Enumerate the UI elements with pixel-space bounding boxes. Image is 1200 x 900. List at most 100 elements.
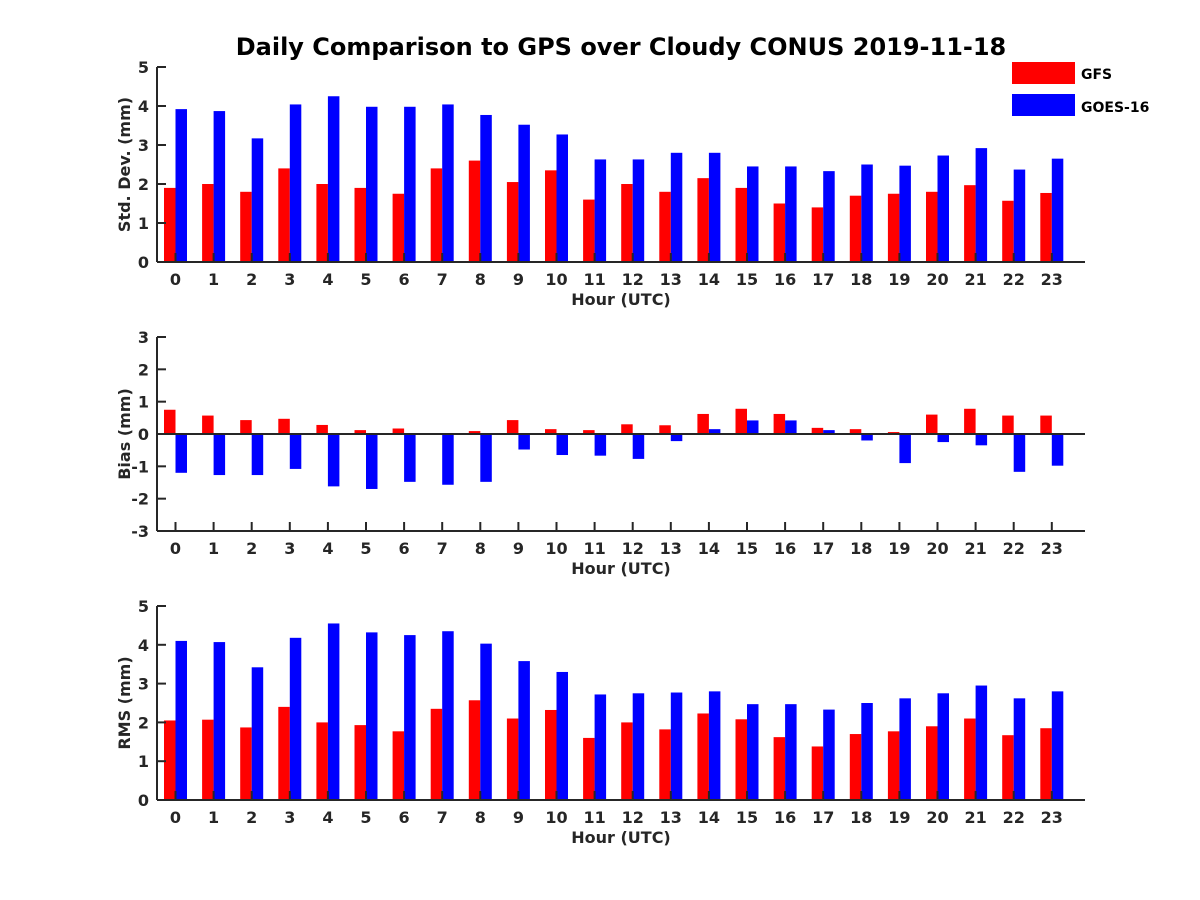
x-tick-label: 1	[208, 539, 219, 558]
bar-gfs-hour-22	[1002, 200, 1014, 262]
x-tick-label: 7	[437, 270, 448, 289]
bar-gfs-hour-1	[202, 415, 214, 434]
x-tick-label: 6	[399, 539, 410, 558]
x-tick-label: 1	[208, 808, 219, 827]
y-tick-label: 4	[138, 636, 149, 655]
bar-gfs-hour-13	[659, 191, 671, 262]
bar-goes16-hour-21	[975, 434, 988, 446]
bar-goes16-hour-5	[366, 632, 378, 800]
bar-goes16-hour-4	[327, 434, 340, 487]
bar-gfs-hour-7	[430, 168, 443, 262]
y-tick-label: -2	[131, 490, 149, 509]
bar-gfs-hour-5	[354, 430, 366, 434]
bar-gfs-hour-23	[1040, 728, 1052, 800]
x-tick-label: 1	[208, 270, 219, 289]
bar-goes16-hour-2	[251, 434, 264, 476]
bar-gfs-hour-1	[202, 184, 214, 262]
x-tick-label: 0	[170, 539, 181, 558]
x-tick-label: 14	[698, 270, 720, 289]
bar-gfs-hour-6	[392, 731, 405, 800]
x-tick-label: 15	[736, 539, 758, 558]
bar-goes16-hour-8	[480, 643, 492, 800]
bar-gfs-hour-11	[583, 430, 595, 434]
bar-goes16-hour-14	[708, 429, 721, 434]
y-tick-label: 1	[138, 752, 149, 771]
bar-gfs-hour-9	[506, 182, 519, 262]
x-tick-label: 4	[322, 539, 333, 558]
x-tick-label: 18	[850, 539, 872, 558]
bar-gfs-hour-18	[849, 195, 862, 262]
bar-goes16-hour-21	[975, 148, 988, 262]
bar-goes16-hour-20	[937, 693, 949, 800]
bar-goes16-hour-6	[404, 434, 416, 482]
bar-goes16-hour-3	[289, 637, 302, 800]
y-axis-label: RMS (mm)	[115, 656, 134, 749]
y-tick-label: 1	[138, 214, 149, 233]
bar-gfs-hour-5	[354, 725, 366, 800]
bar-goes16-hour-20	[937, 434, 949, 443]
bar-goes16-hour-23	[1051, 691, 1064, 800]
bar-gfs-hour-2	[240, 727, 252, 800]
bar-gfs-hour-16	[773, 203, 786, 262]
bar-goes16-hour-19	[899, 165, 911, 262]
bar-goes16-hour-15	[747, 704, 759, 800]
bar-goes16-hour-0	[175, 640, 187, 800]
bar-goes16-hour-11	[594, 434, 607, 456]
y-axis-label: Bias (mm)	[115, 388, 134, 480]
bar-goes16-hour-1	[213, 111, 226, 262]
bar-gfs-hour-4	[316, 722, 328, 800]
y-tick-label: -1	[131, 457, 149, 476]
x-tick-label: 2	[246, 808, 257, 827]
bar-goes16-hour-12	[632, 434, 645, 459]
bar-goes16-hour-16	[785, 166, 797, 262]
y-tick-label: 2	[138, 360, 149, 379]
bar-goes16-hour-11	[594, 159, 607, 262]
bar-goes16-hour-9	[518, 434, 530, 450]
bar-gfs-hour-19	[887, 731, 900, 800]
x-tick-label: 0	[170, 808, 181, 827]
x-tick-label: 6	[399, 270, 410, 289]
bar-gfs-hour-3	[278, 168, 290, 262]
bar-gfs-hour-20	[926, 726, 938, 800]
x-tick-label: 14	[698, 808, 720, 827]
bar-gfs-hour-9	[506, 420, 519, 434]
bar-goes16-hour-6	[404, 635, 416, 800]
bar-goes16-hour-13	[670, 152, 683, 262]
bar-gfs-hour-17	[811, 427, 824, 434]
bar-goes16-hour-23	[1051, 158, 1064, 262]
y-tick-label: 3	[138, 136, 149, 155]
bar-gfs-hour-6	[392, 193, 405, 262]
bar-goes16-hour-14	[708, 691, 721, 800]
x-tick-label: 18	[850, 808, 872, 827]
bar-gfs-hour-0	[164, 187, 176, 262]
bar-goes16-hour-8	[480, 114, 492, 262]
bar-gfs-hour-7	[430, 708, 443, 800]
bar-gfs-hour-22	[1002, 415, 1014, 434]
y-tick-label: 3	[138, 328, 149, 347]
bar-gfs-hour-22	[1002, 735, 1014, 800]
bar-goes16-hour-2	[251, 138, 264, 262]
bar-goes16-hour-18	[861, 703, 873, 800]
bar-goes16-hour-10	[556, 671, 568, 800]
bar-goes16-hour-11	[594, 694, 607, 800]
bar-goes16-hour-7	[442, 434, 454, 485]
x-tick-label: 20	[926, 539, 948, 558]
x-tick-label: 17	[812, 270, 834, 289]
y-tick-label: 2	[138, 713, 149, 732]
x-tick-label: 16	[774, 808, 796, 827]
bar-gfs-hour-1	[202, 719, 214, 800]
bar-goes16-hour-13	[670, 434, 683, 442]
bar-gfs-hour-23	[1040, 192, 1052, 262]
bar-goes16-hour-18	[861, 434, 873, 441]
x-tick-label: 9	[513, 270, 524, 289]
x-tick-label: 19	[888, 270, 910, 289]
bar-goes16-hour-5	[366, 106, 378, 262]
x-tick-label: 13	[660, 270, 682, 289]
x-axis-label: Hour (UTC)	[571, 828, 671, 847]
bar-gfs-hour-8	[468, 431, 481, 434]
x-tick-label: 22	[1003, 270, 1025, 289]
